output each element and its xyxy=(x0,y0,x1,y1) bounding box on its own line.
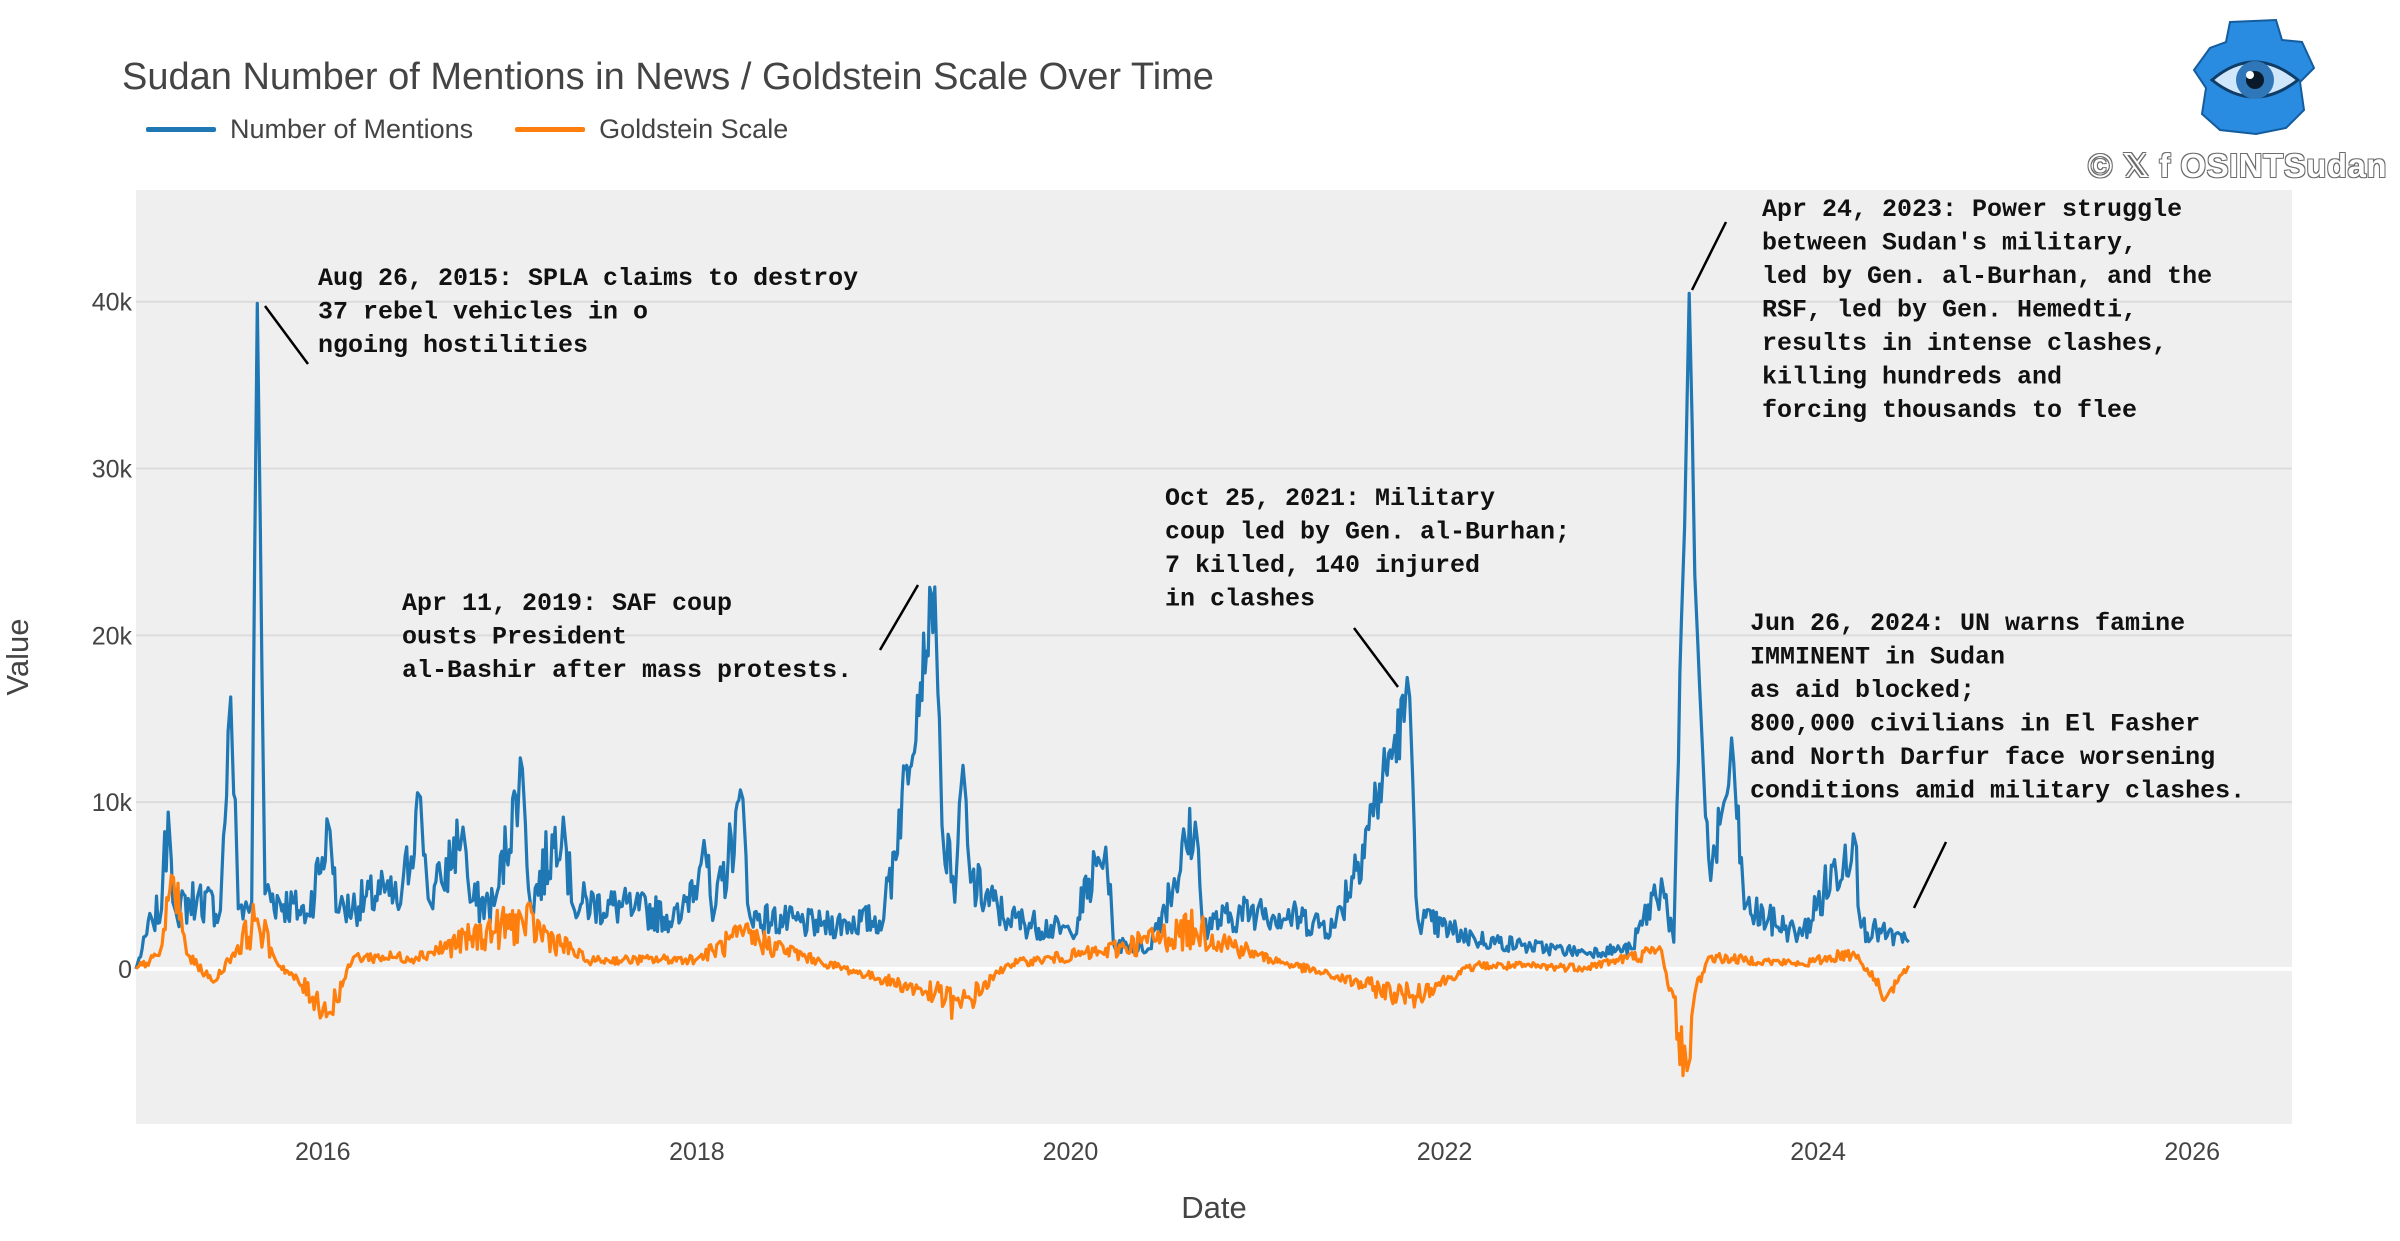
legend: Number of Mentions Goldstein Scale xyxy=(146,114,830,145)
annotation-pointer xyxy=(1352,627,1400,688)
annotations-layer: Aug 26, 2015: SPLA claims to destroy 37 r… xyxy=(263,195,2245,909)
annotation-text-line: 800,000 civilians in El Fasher xyxy=(1750,710,2200,739)
annotation-text-line: between Sudan's military, xyxy=(1762,229,2137,258)
annotation-pointer xyxy=(1912,841,1948,909)
legend-swatch-mentions xyxy=(146,127,216,132)
annotation-text-line: Apr 11, 2019: SAF coup xyxy=(402,589,732,618)
annotation-text-line: and North Darfur face worsening xyxy=(1750,743,2215,772)
x-axis-title: Date xyxy=(1181,1190,1246,1225)
annotation-text-line: killing hundreds and xyxy=(1762,363,2062,392)
annotation-text-line: 7 killed, 140 injured xyxy=(1165,551,1480,580)
y-tick-label: 0 xyxy=(118,956,132,984)
annotation-pointer xyxy=(878,584,920,651)
y-tick-label: 30k xyxy=(92,456,133,484)
legend-label-mentions: Number of Mentions xyxy=(230,114,474,144)
annotation-text-line: RSF, led by Gen. Hemedti, xyxy=(1762,296,2137,325)
annotation-text-line: Aug 26, 2015: SPLA claims to destroy xyxy=(318,264,858,293)
x-tick-label: 2020 xyxy=(1043,1138,1099,1166)
x-tick-label: 2022 xyxy=(1417,1138,1473,1166)
y-tick-labels: 0 10k 20k 30k 40k xyxy=(92,289,133,984)
annotation-text-line: ousts President xyxy=(402,623,627,652)
y-tick-label: 10k xyxy=(92,789,133,817)
annotation-text-line: in clashes xyxy=(1165,585,1315,614)
annotation-text-line: IMMINENT in Sudan xyxy=(1750,643,2005,672)
x-tick-labels: 2016 2018 2020 2022 2024 2026 xyxy=(295,1138,2220,1166)
watermark-osintsudan: © 𝕏 f OSINTSudan xyxy=(2088,147,2388,184)
x-tick-label: 2016 xyxy=(295,1138,351,1166)
x-tick-label: 2024 xyxy=(1790,1138,1846,1166)
annotation-text-line: Jun 26, 2024: UN warns famine xyxy=(1750,609,2185,638)
annotation-text-line: forcing thousands to flee xyxy=(1762,396,2137,425)
annotation-text-line: results in intense clashes, xyxy=(1762,329,2167,358)
eye-logo-icon xyxy=(2192,18,2316,136)
annotation-text-line: Oct 25, 2021: Military xyxy=(1165,484,1495,513)
legend-item-mentions[interactable]: Number of Mentions xyxy=(146,114,473,145)
annotation-text-line: as aid blocked; xyxy=(1750,676,1975,705)
annotation-text-line: Apr 24, 2023: Power struggle xyxy=(1762,195,2182,224)
series-line-mentions xyxy=(134,291,1910,970)
annotation-pointer xyxy=(263,305,310,365)
annotation-text-line: 37 rebel vehicles in o xyxy=(318,298,648,327)
x-tick-label: 2018 xyxy=(669,1138,725,1166)
y-tick-label: 40k xyxy=(92,289,133,317)
series-layer xyxy=(134,291,1911,1078)
y-tick-label: 20k xyxy=(92,622,133,650)
x-tick-label: 2026 xyxy=(2164,1138,2220,1166)
y-axis-title: Value xyxy=(0,619,35,696)
grid-lines xyxy=(136,300,2292,804)
series-line-goldstein xyxy=(134,873,1911,1078)
legend-swatch-goldstein xyxy=(515,127,586,132)
legend-item-goldstein[interactable]: Goldstein Scale xyxy=(515,114,788,145)
annotation-text-line: ngoing hostilities xyxy=(318,331,588,360)
annotation-text-line: led by Gen. al-Burhan, and the xyxy=(1762,262,2212,291)
chart-title: Sudan Number of Mentions in News / Golds… xyxy=(122,56,1214,98)
annotation-text-line: coup led by Gen. al-Burhan; xyxy=(1165,518,1570,547)
annotation-text-line: conditions amid military clashes. xyxy=(1750,777,2245,806)
annotation-text-line: al-Bashir after mass protests. xyxy=(402,656,852,685)
legend-label-goldstein: Goldstein Scale xyxy=(599,114,789,144)
annotation-pointer xyxy=(1690,221,1728,291)
